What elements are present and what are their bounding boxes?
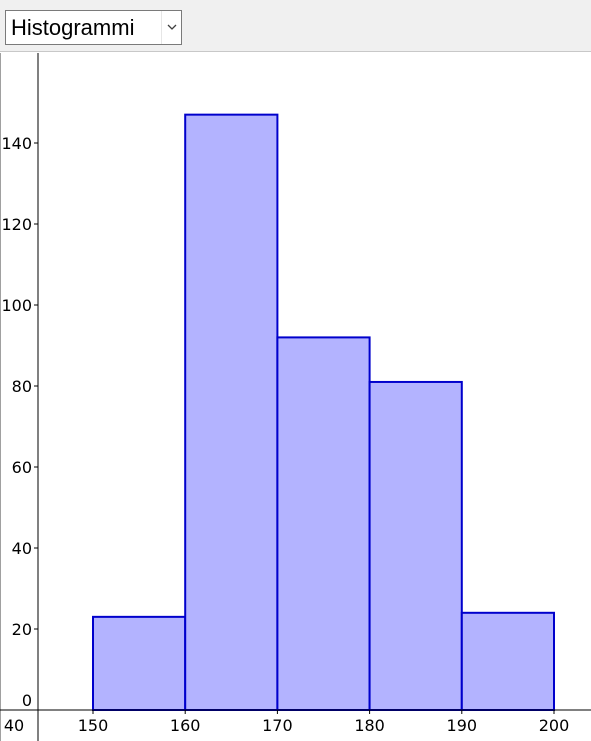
y-tick-label-0: 0	[22, 691, 32, 710]
graphics-view-left-border	[0, 53, 1, 741]
x-tick-label-190: 190	[447, 716, 478, 735]
view-select[interactable]: Histogrammi	[5, 10, 182, 45]
y-ticks-group: 0 20 40 60 80 100 120 140	[1, 134, 38, 710]
y-tick-label-80: 80	[12, 377, 32, 396]
x-tick-label-150: 150	[78, 716, 109, 735]
chevron-down-icon	[167, 24, 177, 30]
histogram-bar-180-190[interactable]	[368, 380, 463, 711]
view-select-value: Histogrammi	[11, 15, 135, 40]
y-tick-label-40: 40	[12, 539, 32, 558]
x-tick-label-200: 200	[539, 716, 570, 735]
x-tick-label-170: 170	[262, 716, 293, 735]
histogram-bar-150-160[interactable]	[92, 615, 187, 711]
select-arrow-button[interactable]	[161, 11, 181, 44]
histogram-bar-160-170[interactable]	[184, 113, 279, 711]
x-tick-label-40: 40	[4, 716, 24, 735]
y-tick-label-20: 20	[12, 620, 32, 639]
y-tick-label-100: 100	[1, 296, 32, 315]
x-ticks-group: 40 150 160 170 180 190 200	[4, 710, 569, 735]
x-tick-label-160: 160	[170, 716, 201, 735]
bars-group	[92, 113, 555, 711]
y-tick-label-120: 120	[1, 215, 32, 234]
toolbar: Histogrammi	[0, 0, 591, 52]
y-tick-label-60: 60	[12, 458, 32, 477]
histogram-bar-170-180[interactable]	[276, 336, 371, 711]
histogram-bar-190-200[interactable]	[460, 611, 555, 711]
y-tick-label-140: 140	[1, 134, 32, 153]
x-tick-label-180: 180	[354, 716, 385, 735]
axes-group	[0, 53, 591, 741]
